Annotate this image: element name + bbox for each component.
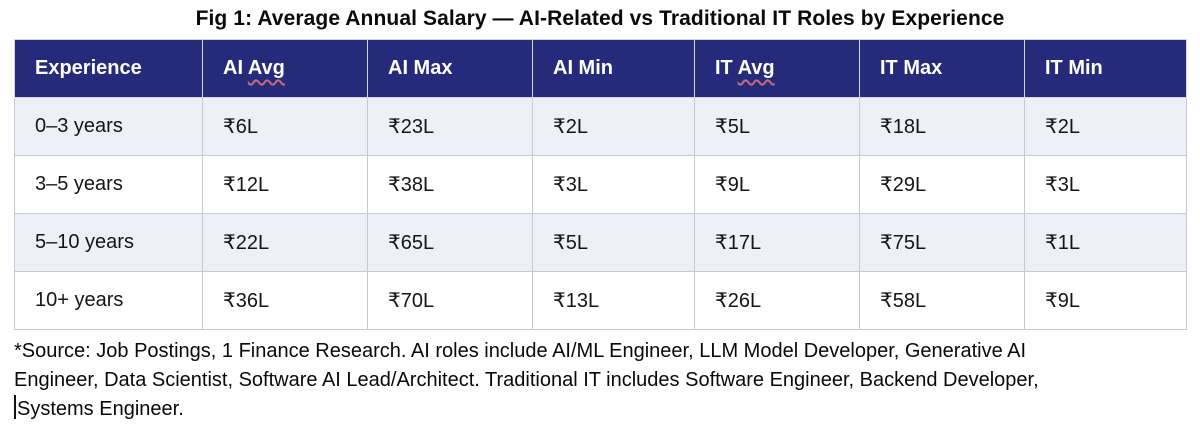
table-row: 0–3 years ₹6L ₹23L ₹2L ₹5L ₹18L ₹2L: [14, 97, 1187, 156]
header-cell-it-min: IT Min: [1024, 39, 1187, 98]
table-cell: ₹23L: [367, 97, 533, 156]
table-row: 5–10 years ₹22L ₹65L ₹5L ₹17L ₹75L ₹1L: [14, 213, 1187, 272]
spellcheck-underlined-text: Avg: [737, 57, 775, 79]
table-cell: ₹36L: [202, 271, 368, 330]
table-cell: ₹9L: [1024, 271, 1187, 330]
table-cell: ₹17L: [694, 213, 860, 272]
header-label: AI Max: [388, 57, 453, 79]
table-cell: ₹18L: [859, 97, 1025, 156]
table-cell: 0–3 years: [14, 97, 203, 156]
table-cell: ₹2L: [1024, 97, 1187, 156]
table-cell: ₹29L: [859, 155, 1025, 214]
table-row: 10+ years ₹36L ₹70L ₹13L ₹26L ₹58L ₹9L: [14, 271, 1187, 330]
footnote-line: Systems Engineer.: [14, 395, 1200, 424]
table-cell: ₹26L: [694, 271, 860, 330]
header-label: IT Max: [880, 57, 943, 79]
table-cell: ₹38L: [367, 155, 533, 214]
spellcheck-underlined-text: Avg: [247, 57, 285, 79]
table-cell: ₹65L: [367, 213, 533, 272]
table-cell: ₹6L: [202, 97, 368, 156]
table-cell: ₹2L: [532, 97, 695, 156]
header-cell-ai-min: AI Min: [532, 39, 695, 98]
header-label: IT: [715, 57, 738, 79]
header-cell-it-max: IT Max: [859, 39, 1025, 98]
header-label: IT Min: [1045, 57, 1103, 79]
table-cell: ₹12L: [202, 155, 368, 214]
table-cell: 5–10 years: [14, 213, 203, 272]
table-cell: ₹13L: [532, 271, 695, 330]
footnote-line: Engineer, Data Scientist, Software AI Le…: [14, 369, 1039, 391]
header-label: AI: [223, 57, 248, 79]
footnote-line-text: Systems Engineer.: [17, 398, 184, 420]
table-row: 3–5 years ₹12L ₹38L ₹3L ₹9L ₹29L ₹3L: [14, 155, 1187, 214]
table-cell: ₹1L: [1024, 213, 1187, 272]
salary-table: Experience AI Avg AI Max AI Min IT Avg I…: [14, 39, 1187, 330]
header-cell-experience: Experience: [14, 39, 203, 98]
table-cell: ₹3L: [1024, 155, 1187, 214]
table-cell: 3–5 years: [14, 155, 203, 214]
table-cell: ₹70L: [367, 271, 533, 330]
source-footnote: *Source: Job Postings, 1 Finance Researc…: [14, 337, 1200, 424]
header-cell-ai-max: AI Max: [367, 39, 533, 98]
table-cell: ₹3L: [532, 155, 695, 214]
text-caret: [14, 395, 16, 419]
header-cell-ai-avg: AI Avg: [202, 39, 368, 98]
footnote-line: *Source: Job Postings, 1 Finance Researc…: [14, 340, 1027, 362]
table-cell: ₹22L: [202, 213, 368, 272]
table-cell: ₹58L: [859, 271, 1025, 330]
table-cell: ₹9L: [694, 155, 860, 214]
table-cell: ₹5L: [532, 213, 695, 272]
table-cell: 10+ years: [14, 271, 203, 330]
document-page: Fig 1: Average Annual Salary — AI-Relate…: [14, 7, 1200, 424]
table-cell: ₹75L: [859, 213, 1025, 272]
header-cell-it-avg: IT Avg: [694, 39, 860, 98]
header-label: AI Min: [553, 57, 613, 79]
header-row: Experience AI Avg AI Max AI Min IT Avg I…: [14, 39, 1187, 98]
figure-title: Fig 1: Average Annual Salary — AI-Relate…: [195, 7, 1005, 30]
header-label: Experience: [35, 57, 142, 79]
table-cell: ₹5L: [694, 97, 860, 156]
